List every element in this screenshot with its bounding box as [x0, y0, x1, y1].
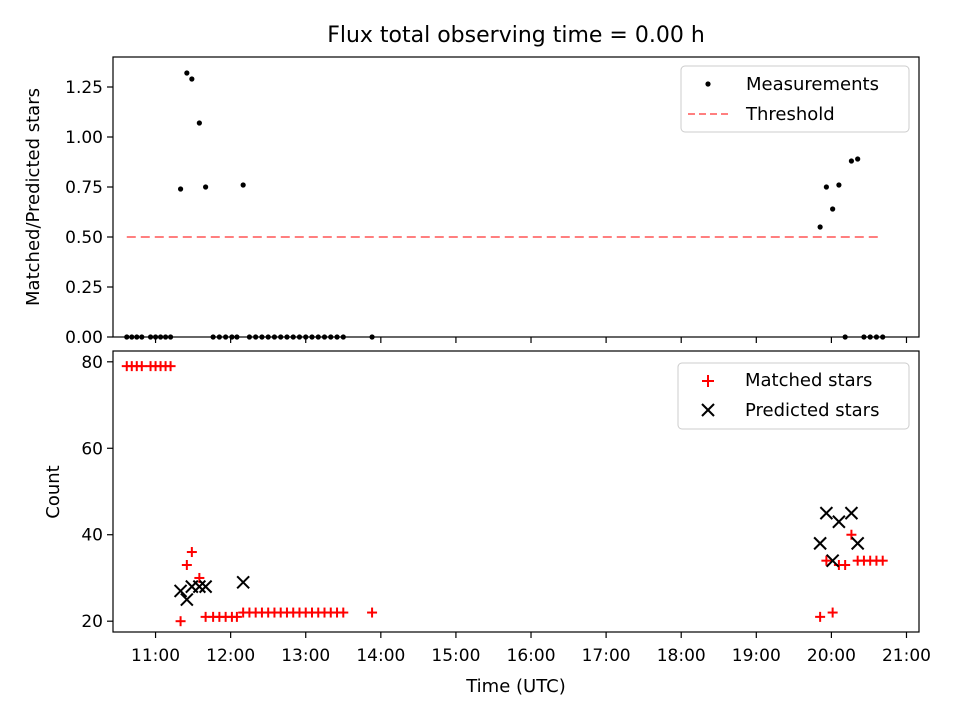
bottom-legend: Matched stars Predicted stars: [677, 362, 910, 430]
measurements-point: [196, 120, 202, 126]
x-tick-label: 18:00: [657, 646, 706, 666]
bottom-plot-area: 20 40 60 80 11:00 12:00 13:00 14:00 15:00 16:00 17…: [81, 353, 931, 666]
y-tick-label: 40: [81, 526, 103, 546]
legend-label-predicted: Predicted stars: [745, 400, 879, 421]
measurements-point: [177, 186, 184, 192]
legend-label-matched: Matched stars: [745, 370, 872, 391]
x-tick-label: 20:00: [807, 646, 856, 666]
matched-stars-point: [181, 559, 192, 570]
y-tick-label: 1.25: [65, 78, 103, 98]
y-tick-label: 0.00: [65, 328, 103, 348]
measurements-point: [189, 76, 195, 82]
y-tick-label: 0.25: [65, 278, 103, 298]
legend-marker-measurements: [705, 81, 711, 87]
y-tick-label: 0.75: [65, 178, 103, 198]
x-tick-label: 17:00: [582, 646, 631, 666]
bottom-y-axis-label: Count: [43, 465, 64, 518]
legend-marker-matched: [702, 375, 714, 387]
predicted-stars-point: [832, 515, 846, 529]
y-tick-label: 60: [81, 439, 103, 459]
top-panel: Matched/Predicted stars 0.00 0.25 0.50 0.75…: [23, 56, 920, 348]
bottom-legend-box: [677, 362, 910, 430]
measurements-point: [203, 184, 209, 190]
matched-stars-point: [877, 555, 888, 566]
predicted-stars-point: [173, 584, 188, 598]
top-legend-box: [680, 65, 910, 133]
top-legend: Measurements Threshold: [680, 65, 910, 133]
matched-stars-point: [338, 607, 349, 618]
x-tick-label: 15:00: [431, 646, 480, 666]
measurements-point: [836, 182, 842, 188]
measurements-point: [823, 184, 829, 190]
matched-stars-point: [165, 361, 176, 372]
legend-marker-predicted: [701, 403, 715, 417]
predicted-stars-point: [192, 579, 207, 594]
y-tick-label: 1.00: [65, 128, 103, 148]
matched-stars-point: [231, 611, 242, 622]
chart-title: Flux total observing time = 0.00 h: [327, 23, 705, 48]
x-tick-label: 11:00: [131, 646, 180, 666]
x-tick-label: 21:00: [882, 646, 931, 666]
measurements-point: [855, 156, 861, 162]
measurements-point: [848, 158, 855, 164]
matched-stars-point: [175, 616, 186, 627]
predicted-stars-point: [819, 506, 834, 520]
measurements-point: [240, 182, 246, 188]
predicted-stars-point: [180, 592, 194, 607]
predicted-stars-point: [236, 575, 250, 589]
top-plot-area: 0.00 0.25 0.50 0.75 1.00 1.25: [65, 70, 908, 348]
predicted-stars-point: [813, 536, 827, 551]
x-axis-label: Time (UTC): [465, 676, 566, 697]
top-axes-frame: [112, 56, 920, 338]
predicted-stars-point: [850, 536, 865, 551]
x-tick-label: 14:00: [356, 646, 405, 666]
matched-stars-point: [840, 559, 851, 570]
matched-stars-point: [136, 361, 147, 372]
matched-stars-point: [815, 611, 826, 622]
matched-stars-point: [367, 607, 378, 618]
matched-stars-point: [186, 547, 197, 558]
y-tick-label: 20: [81, 612, 103, 632]
predicted-stars-point: [825, 553, 840, 568]
x-tick-label: 19:00: [732, 646, 781, 666]
bottom-axes-frame: [112, 350, 920, 633]
predicted-stars-point: [844, 506, 859, 520]
measurements-point: [184, 70, 190, 76]
x-tick-label: 16:00: [507, 646, 556, 666]
legend-label-measurements: Measurements: [746, 74, 879, 95]
measurements-point: [817, 224, 823, 230]
bottom-panel: Count Time (UTC) 20 40 60 80 11:00 12:00 13:00…: [43, 350, 931, 697]
legend-label-threshold: Threshold: [745, 104, 835, 125]
predicted-stars-point: [198, 579, 213, 594]
x-tick-label: 12:00: [206, 646, 255, 666]
matched-stars-point: [821, 555, 832, 566]
y-tick-label: 0.50: [65, 228, 103, 248]
x-tick-label: 13:00: [281, 646, 330, 666]
measurements-point: [830, 206, 836, 212]
matched-stars-point: [827, 607, 838, 618]
y-tick-label: 80: [81, 353, 103, 373]
top-y-axis-label: Matched/Predicted stars: [23, 88, 44, 306]
